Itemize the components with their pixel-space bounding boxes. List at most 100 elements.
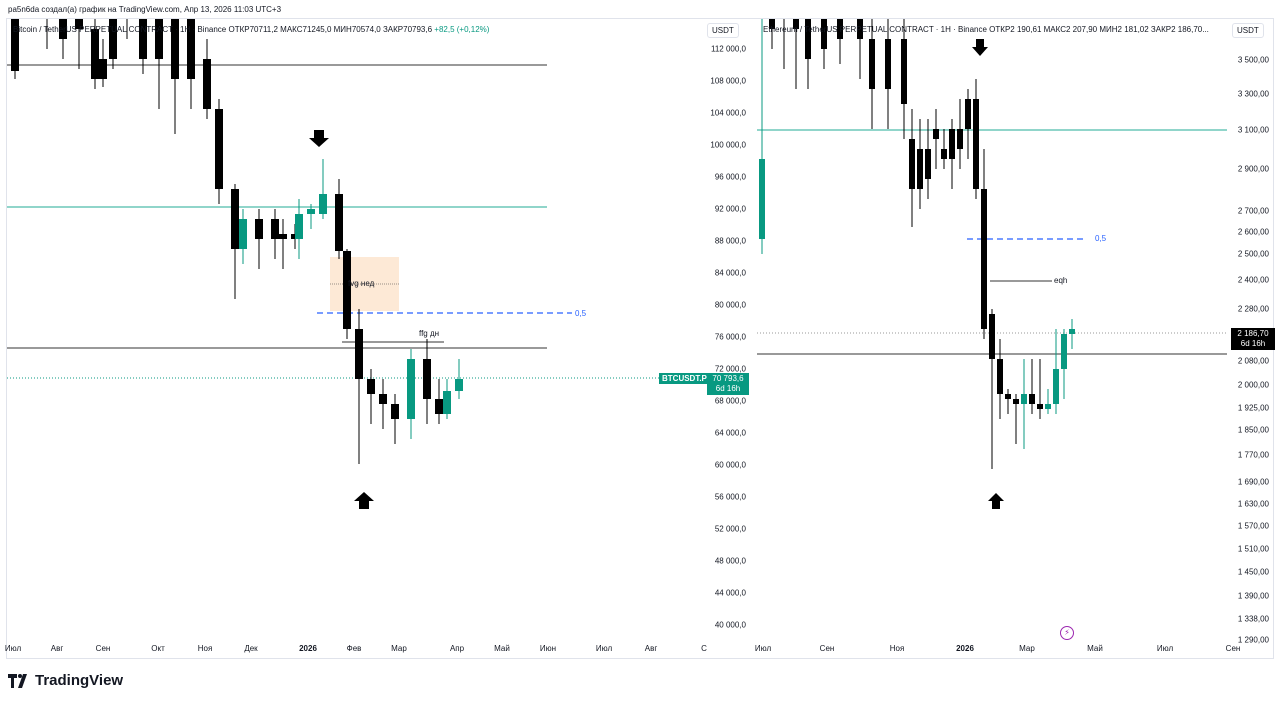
eth-price-label: 2 400,00 bbox=[1237, 275, 1269, 285]
btc-time-axis[interactable]: Июл Авг Сен Окт Ноя Дек 2026 Фев Мар Апр Май Июн Июл… bbox=[4, 636, 707, 658]
btc-candle bbox=[231, 189, 239, 249]
btc-time-label: Сен bbox=[95, 644, 111, 653]
btc-price-label: 104 000,0 bbox=[710, 108, 746, 118]
up-arrow-icon bbox=[354, 492, 374, 509]
eth-price-label: 2 600,00 bbox=[1237, 227, 1269, 237]
eth-price-label: 1 450,00 bbox=[1237, 567, 1269, 577]
eth-pane[interactable]: Ethereum / TetherUS PERPETUAL CONTRACT ·… bbox=[754, 19, 1275, 658]
btc-time-label: Фев bbox=[346, 644, 362, 653]
eth-price-label: 2 000,00 bbox=[1237, 380, 1269, 390]
btc-chart-canvas[interactable] bbox=[7, 19, 752, 638]
btc-price-label: 40 000,0 bbox=[714, 620, 746, 630]
eth-candle bbox=[917, 149, 923, 189]
eth-price-label: 2 280,00 bbox=[1237, 304, 1269, 314]
btc-candle bbox=[443, 391, 451, 414]
eth-time-label: Ноя bbox=[889, 644, 905, 653]
eth-currency-button[interactable]: USDT bbox=[1232, 23, 1264, 38]
eth-candle bbox=[885, 39, 891, 89]
btc-currency-button[interactable]: USDT bbox=[707, 23, 739, 38]
eth-time-label: 2026 bbox=[956, 644, 974, 653]
btc-candle bbox=[271, 219, 279, 239]
eth-time-label: Июл bbox=[1156, 644, 1174, 653]
eth-candle bbox=[1029, 394, 1035, 404]
eth-countdown: 6d 16h bbox=[1240, 339, 1266, 348]
btc-candle bbox=[307, 209, 315, 214]
eth-candle bbox=[949, 129, 955, 159]
eth-time-label: Июл bbox=[754, 644, 772, 653]
btc-candle bbox=[279, 234, 287, 239]
eth-time-label: Май bbox=[1087, 644, 1103, 653]
eth-candle bbox=[909, 139, 915, 189]
btc-candle bbox=[391, 404, 399, 419]
btc-price-label: 88 000,0 bbox=[714, 236, 746, 246]
eth-price-label: 1 290,00 bbox=[1237, 635, 1269, 645]
lightning-icon[interactable]: ⚡ bbox=[1060, 626, 1074, 640]
btc-candle bbox=[355, 329, 363, 379]
eth-candle bbox=[1005, 394, 1011, 399]
eth-candle bbox=[965, 99, 971, 129]
btc-time-label: Июн bbox=[539, 644, 557, 653]
btc-candle bbox=[295, 214, 303, 239]
btc-candle bbox=[319, 194, 327, 214]
btc-candle bbox=[99, 59, 107, 79]
eth-price-label: 2 900,00 bbox=[1237, 164, 1269, 174]
tradingview-logo[interactable]: TradingView bbox=[8, 672, 123, 689]
btc-symbol-tag: BTCUSDT.P bbox=[659, 373, 710, 384]
btc-candle bbox=[239, 219, 247, 249]
btc-ohlc: ОТКР70711,2 МАКС71245,0 МИН70574,0 ЗАКР7… bbox=[228, 25, 433, 34]
btc-candle bbox=[343, 251, 351, 329]
btc-candle bbox=[203, 59, 211, 109]
eth-ticker-info[interactable]: Ethereum / TetherUS PERPETUAL CONTRACT ·… bbox=[763, 25, 1209, 34]
btc-time-label: Авг bbox=[644, 644, 658, 653]
eth-candle bbox=[857, 19, 863, 39]
btc-candle bbox=[423, 359, 431, 399]
btc-candle bbox=[11, 19, 19, 71]
eth-chart-canvas[interactable] bbox=[757, 19, 1275, 638]
btc-candle bbox=[75, 19, 83, 29]
btc-ticker-info[interactable]: Bitcoin / TetherUS PERPETUAL CONTRACT · … bbox=[13, 25, 489, 34]
btc-time-label: Июл bbox=[4, 644, 22, 653]
btc-time-label: Дек bbox=[244, 644, 258, 653]
btc-candle bbox=[215, 109, 223, 189]
btc-candle bbox=[109, 19, 117, 59]
eth-price-label: 1 925,00 bbox=[1237, 403, 1269, 413]
btc-price-label: 76 000,0 bbox=[714, 332, 746, 342]
eth-candle bbox=[821, 19, 827, 49]
eth-candle bbox=[769, 19, 775, 29]
eth-candle bbox=[997, 359, 1003, 394]
eth-time-label: Сен bbox=[819, 644, 835, 653]
btc-time-label: Окт bbox=[151, 644, 165, 653]
btc-countdown: 6d 16h bbox=[715, 384, 741, 393]
eth-price-label: 1 510,00 bbox=[1237, 544, 1269, 554]
down-arrow-icon bbox=[309, 130, 329, 147]
fvg-label: fvg нед bbox=[348, 279, 375, 288]
btc-pane[interactable]: Bitcoin / TetherUS PERPETUAL CONTRACT · … bbox=[4, 19, 752, 658]
tradingview-logo-text: TradingView bbox=[35, 672, 124, 689]
eth-price-label: 1 630,00 bbox=[1237, 499, 1269, 509]
eth-price-label: 2 700,00 bbox=[1237, 206, 1269, 216]
eth-time-axis[interactable]: Июл Сен Ноя 2026 Мар Май Июл Сен bbox=[754, 636, 1240, 658]
eth-price-axis[interactable]: 3 500,00 3 300,00 3 100,00 2 900,00 2 700,00… bbox=[1225, 19, 1275, 645]
btc-price-label: 64 000,0 bbox=[714, 428, 746, 438]
btc-candle bbox=[139, 19, 147, 59]
btc-price-label: 72 000,0 bbox=[714, 364, 746, 374]
eth-price-label: 1 390,00 bbox=[1237, 591, 1269, 601]
btc-price-label: 80 000,0 bbox=[714, 300, 746, 310]
eth-candle bbox=[1069, 329, 1075, 334]
eth-fib-label: 0,5 bbox=[1095, 234, 1107, 243]
btc-candle bbox=[407, 359, 415, 419]
btc-candle bbox=[187, 19, 195, 79]
eth-candle bbox=[981, 189, 987, 329]
btc-price-label: 84 000,0 bbox=[714, 268, 746, 278]
eth-candle bbox=[941, 149, 947, 159]
btc-candle bbox=[91, 29, 99, 79]
btc-fib-label: 0,5 bbox=[575, 309, 587, 318]
btc-price-label: 68 000,0 bbox=[714, 396, 746, 406]
eth-candle bbox=[933, 129, 939, 139]
btc-time-label: Июл bbox=[595, 644, 613, 653]
btc-candle bbox=[455, 379, 463, 391]
eth-candle bbox=[1013, 399, 1019, 404]
eth-price-label: 1 338,00 bbox=[1237, 614, 1269, 624]
btc-price-axis[interactable]: 112 000,0 108 000,0 104 000,0 100 000,0 96 0… bbox=[697, 19, 752, 636]
btc-time-label: Ноя bbox=[197, 644, 213, 653]
